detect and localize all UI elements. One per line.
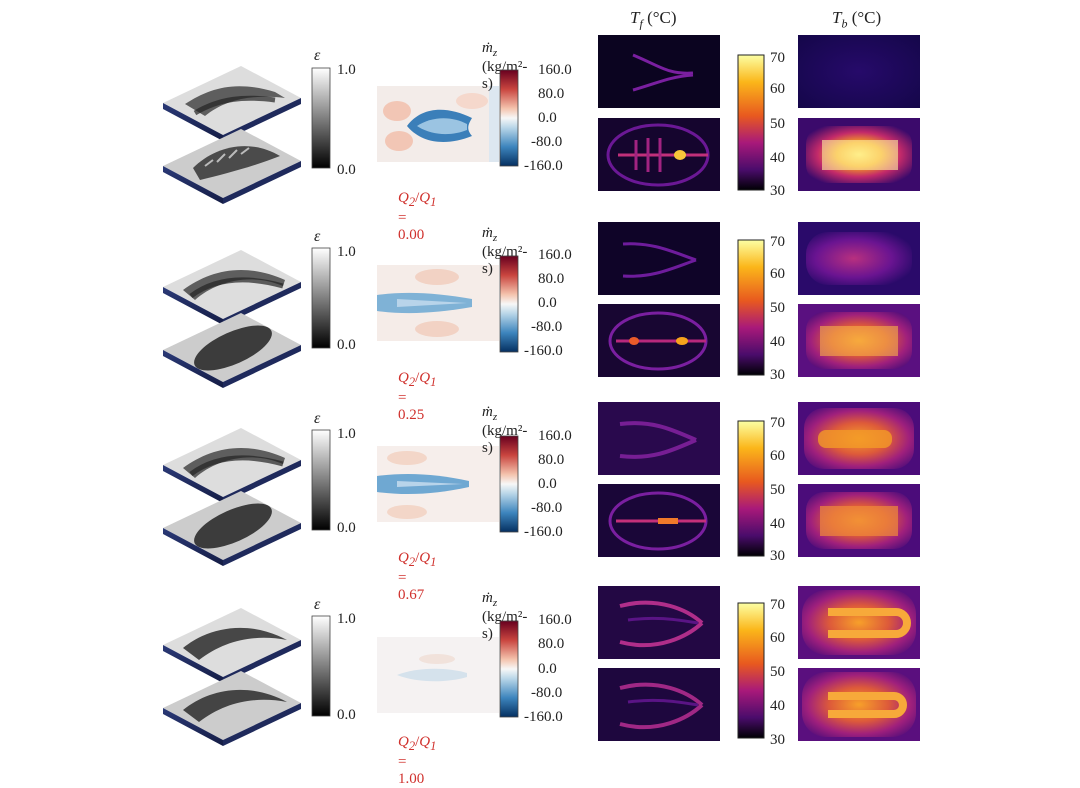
- tb-map-bottom: [798, 304, 920, 377]
- mass-flux-map: [377, 446, 499, 522]
- temp-tick: 40: [770, 698, 785, 714]
- tf-map-top: [598, 35, 720, 108]
- temperature-colorbar: [737, 54, 765, 191]
- mf-tick: 0.0: [538, 295, 557, 311]
- mass-flux-colorbar: [499, 69, 519, 167]
- flow-ratio-label: Q2/Q1 = 0.25: [398, 370, 437, 423]
- tb-map-bottom: [798, 118, 920, 191]
- mf-tick: 80.0: [538, 271, 565, 287]
- epsilon-min-tick: 0.0: [337, 337, 356, 353]
- temp-tick: 40: [770, 150, 785, 166]
- mass-flux-colorbar: [499, 620, 519, 718]
- tf-map-bottom: [598, 118, 720, 191]
- temp-tick: 60: [770, 630, 785, 646]
- tf-map-bottom: [598, 668, 720, 741]
- temperature-colorbar: [737, 602, 765, 739]
- temp-tick: 50: [770, 482, 785, 498]
- flow-ratio-label: Q2/Q1 = 0.67: [398, 550, 437, 603]
- tb-map-top: [798, 222, 920, 295]
- epsilon-colorbar: [311, 247, 331, 349]
- temp-tick: 70: [770, 597, 785, 613]
- mf-tick: -160.0: [524, 709, 563, 725]
- temp-tick: 30: [770, 367, 785, 383]
- mf-tick: -80.0: [531, 685, 563, 701]
- mass-flux-colorbar: [499, 435, 519, 533]
- epsilon-min-tick: 0.0: [337, 162, 356, 178]
- tb-map-bottom: [798, 484, 920, 557]
- epsilon-label: ε: [314, 410, 321, 427]
- mf-tick: 0.0: [538, 476, 557, 492]
- mf-tick: 0.0: [538, 661, 557, 677]
- mf-tick: 80.0: [538, 86, 565, 102]
- tf-map-bottom: [598, 304, 720, 377]
- epsilon-max-tick: 1.0: [337, 62, 356, 78]
- temp-tick: 30: [770, 732, 785, 748]
- temp-tick: 50: [770, 300, 785, 316]
- temp-tick: 40: [770, 334, 785, 350]
- mass-flux-label: ṁz (kg/m²-s): [482, 404, 528, 456]
- epsilon-min-tick: 0.0: [337, 520, 356, 536]
- tf-map-bottom: [598, 484, 720, 557]
- porosity-plates: [163, 608, 301, 746]
- mf-tick: 160.0: [538, 62, 572, 78]
- epsilon-max-tick: 1.0: [337, 426, 356, 442]
- mf-tick: -80.0: [531, 500, 563, 516]
- temp-tick: 60: [770, 448, 785, 464]
- temp-tick: 50: [770, 116, 785, 132]
- mf-tick: -80.0: [531, 319, 563, 335]
- tf-map-top: [598, 222, 720, 295]
- tb-map-top: [798, 35, 920, 108]
- mf-tick: 80.0: [538, 452, 565, 468]
- temp-tick: 70: [770, 234, 785, 250]
- tf-header: Tf (°C): [630, 8, 677, 31]
- mf-tick: 160.0: [538, 247, 572, 263]
- epsilon-colorbar: [311, 615, 331, 717]
- temperature-colorbar: [737, 239, 765, 376]
- temp-tick: 70: [770, 50, 785, 66]
- epsilon-label: ε: [314, 228, 321, 245]
- mass-flux-colorbar: [499, 255, 519, 353]
- mf-tick: -80.0: [531, 134, 563, 150]
- flow-ratio-label: Q2/Q1 = 1.00: [398, 734, 437, 787]
- mass-flux-map: [377, 265, 499, 341]
- mf-tick: 160.0: [538, 612, 572, 628]
- tf-map-top: [598, 586, 720, 659]
- tb-header: Tb (°C): [832, 8, 882, 31]
- flow-ratio-label: Q2/Q1 = 0.00: [398, 190, 437, 243]
- mf-tick: -160.0: [524, 158, 563, 174]
- temp-tick: 70: [770, 415, 785, 431]
- mf-tick: 160.0: [538, 428, 572, 444]
- temperature-colorbar: [737, 420, 765, 557]
- mf-tick: -160.0: [524, 343, 563, 359]
- mf-tick: -160.0: [524, 524, 563, 540]
- tb-map-top: [798, 402, 920, 475]
- epsilon-colorbar: [311, 67, 331, 169]
- mf-tick: 0.0: [538, 110, 557, 126]
- mf-tick: 80.0: [538, 636, 565, 652]
- epsilon-label: ε: [314, 47, 321, 64]
- epsilon-max-tick: 1.0: [337, 244, 356, 260]
- temp-tick: 40: [770, 516, 785, 532]
- mass-flux-map: [377, 86, 499, 162]
- mass-flux-map: [377, 637, 499, 713]
- porosity-plates: [163, 250, 301, 388]
- epsilon-label: ε: [314, 596, 321, 613]
- tb-map-bottom: [798, 668, 920, 741]
- temp-tick: 60: [770, 81, 785, 97]
- tb-map-top: [798, 586, 920, 659]
- temp-tick: 60: [770, 266, 785, 282]
- tf-map-top: [598, 402, 720, 475]
- porosity-plates: [163, 66, 301, 204]
- porosity-plates: [163, 428, 301, 566]
- epsilon-min-tick: 0.0: [337, 707, 356, 723]
- temp-tick: 30: [770, 183, 785, 199]
- temp-tick: 30: [770, 548, 785, 564]
- epsilon-max-tick: 1.0: [337, 611, 356, 627]
- temp-tick: 50: [770, 664, 785, 680]
- epsilon-colorbar: [311, 429, 331, 531]
